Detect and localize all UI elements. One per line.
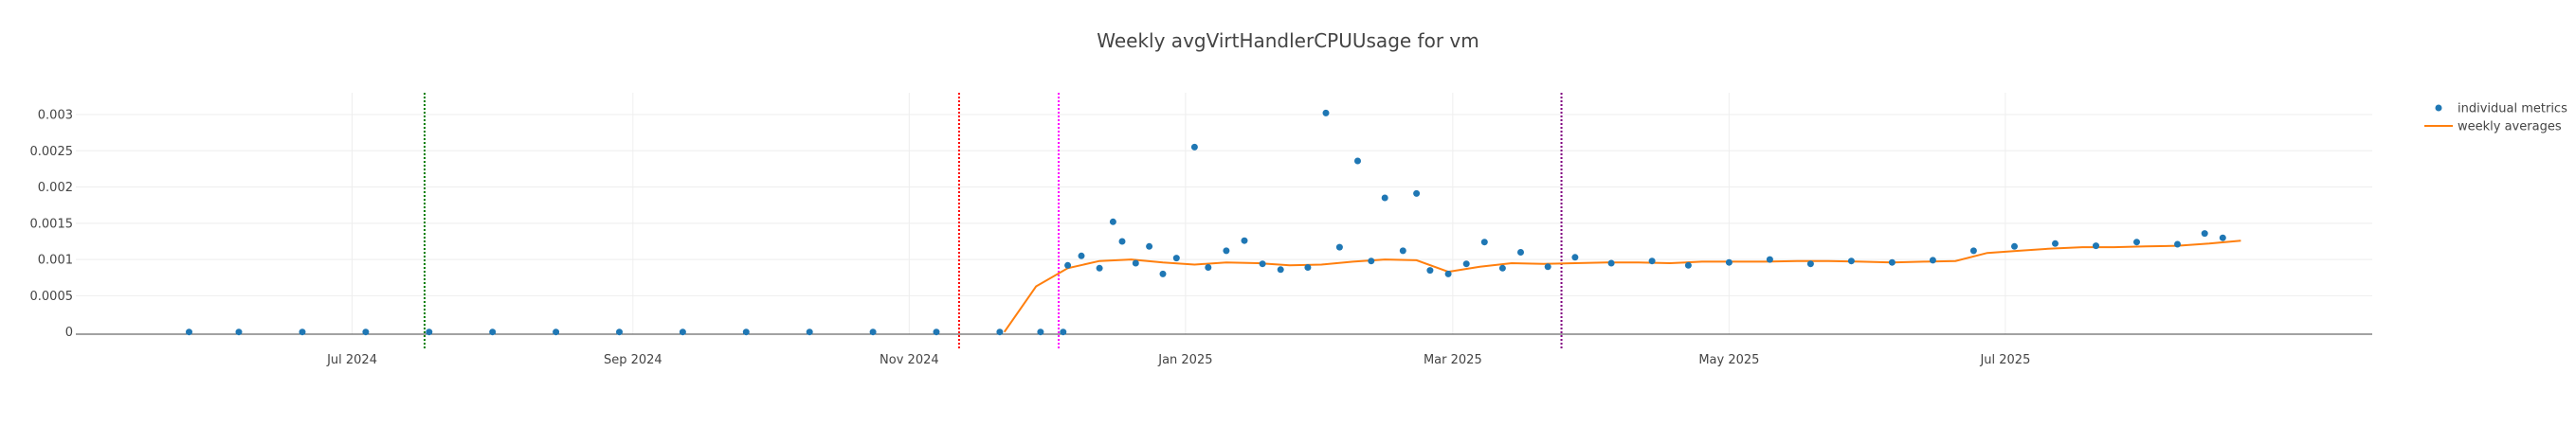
data-point[interactable] [1060, 328, 1067, 336]
legend-item-weekly-averages[interactable]: weekly averages [2424, 120, 2562, 134]
y-axis-ticks: 0 0.0005 0.001 0.0015 0.002 0.0025 0.003 [30, 108, 74, 340]
data-point[interactable] [1368, 257, 1375, 265]
data-point[interactable] [933, 328, 940, 336]
x-tick-label: Jan 2025 [1157, 353, 1212, 367]
data-point[interactable] [869, 328, 877, 336]
data-point[interactable] [1480, 239, 1488, 246]
data-point[interactable] [489, 328, 497, 336]
data-point[interactable] [1426, 267, 1434, 275]
data-point[interactable] [1648, 257, 1656, 265]
data-point[interactable] [616, 328, 623, 336]
legend-label-individual-metrics: individual metrics [2458, 102, 2567, 116]
data-point[interactable] [1132, 259, 1139, 267]
data-point[interactable] [679, 328, 686, 336]
plot-area: Jul 2024 Sep 2024 Nov 2024 Jan 2025 Mar 2025… [30, 93, 2372, 367]
y-tick-label: 0.0015 [30, 217, 74, 231]
data-point[interactable] [996, 328, 1004, 336]
data-point[interactable] [1205, 264, 1212, 271]
x-tick-label: Jul 2024 [326, 353, 377, 367]
data-point[interactable] [1517, 249, 1524, 256]
data-point[interactable] [1684, 261, 1692, 269]
data-point[interactable] [1304, 264, 1312, 271]
data-point[interactable] [1223, 247, 1230, 255]
weekly-averages-line [1003, 240, 2241, 333]
data-point[interactable] [1969, 247, 1977, 255]
data-point[interactable] [1888, 258, 1896, 266]
data-point[interactable] [1413, 189, 1421, 197]
data-point[interactable] [2133, 239, 2140, 246]
data-point[interactable] [235, 328, 243, 336]
data-point[interactable] [1399, 247, 1406, 255]
data-point[interactable] [2052, 240, 2059, 247]
x-tick-label: Mar 2025 [1424, 353, 1482, 367]
data-point[interactable] [426, 328, 433, 336]
data-point[interactable] [1190, 143, 1198, 151]
vertical-markers [423, 93, 1563, 350]
data-point[interactable] [1725, 258, 1732, 266]
data-point[interactable] [362, 328, 370, 336]
data-point[interactable] [1444, 270, 1452, 277]
data-point[interactable] [1078, 252, 1085, 259]
grid [76, 93, 2372, 334]
data-point[interactable] [1172, 255, 1180, 262]
data-point[interactable] [1277, 266, 1284, 274]
data-point[interactable] [299, 328, 306, 336]
data-point[interactable] [1109, 218, 1116, 225]
y-tick-label: 0.0025 [30, 145, 74, 159]
data-point[interactable] [1146, 242, 1153, 250]
x-tick-label: Jul 2025 [1979, 353, 2030, 367]
data-point[interactable] [1259, 260, 1266, 268]
data-point[interactable] [1159, 270, 1167, 277]
data-point[interactable] [1037, 328, 1044, 336]
y-tick-label: 0.001 [38, 254, 73, 268]
weekly-averages-series [1003, 240, 2241, 333]
data-point[interactable] [806, 328, 813, 336]
legend: individual metrics weekly averages [2424, 102, 2567, 134]
x-tick-label: Nov 2024 [880, 353, 939, 367]
data-point[interactable] [2011, 242, 2018, 250]
individual-metrics-series [186, 109, 2226, 336]
data-point[interactable] [2174, 240, 2181, 248]
data-point[interactable] [2093, 242, 2099, 250]
data-point[interactable] [1241, 237, 1248, 244]
data-point[interactable] [1498, 264, 1506, 272]
data-point[interactable] [1806, 260, 1814, 268]
x-tick-label: May 2025 [1698, 353, 1759, 367]
data-point[interactable] [2201, 230, 2208, 238]
data-point[interactable] [1322, 109, 1330, 116]
y-tick-label: 0.0005 [30, 290, 74, 304]
data-point[interactable] [1064, 261, 1072, 269]
data-point[interactable] [1607, 259, 1615, 267]
y-tick-label: 0 [65, 326, 73, 340]
x-axis-ticks: Jul 2024 Sep 2024 Nov 2024 Jan 2025 Mar 2025… [326, 353, 2030, 367]
data-point[interactable] [742, 328, 750, 336]
data-point[interactable] [1929, 257, 1936, 264]
data-point[interactable] [1354, 157, 1361, 165]
data-point[interactable] [1571, 254, 1579, 261]
data-point[interactable] [1544, 263, 1551, 271]
chart-title: Weekly avgVirtHandlerCPUUsage for vm [1097, 29, 1478, 52]
legend-label-weekly-averages: weekly averages [2458, 120, 2562, 134]
data-point[interactable] [1096, 264, 1103, 272]
legend-item-individual-metrics[interactable]: individual metrics [2435, 102, 2568, 116]
legend-marker-icon [2435, 104, 2442, 112]
data-point[interactable] [553, 328, 560, 336]
data-point[interactable] [186, 328, 192, 336]
data-point[interactable] [1381, 194, 1388, 202]
data-point[interactable] [2219, 234, 2226, 241]
data-point[interactable] [1847, 257, 1855, 265]
y-tick-label: 0.003 [38, 108, 73, 122]
x-tick-label: Sep 2024 [604, 353, 662, 367]
data-point[interactable] [1766, 256, 1773, 263]
data-point[interactable] [1335, 243, 1343, 251]
data-point[interactable] [1462, 260, 1470, 268]
data-point[interactable] [1118, 238, 1126, 245]
y-tick-label: 0.002 [38, 181, 73, 195]
